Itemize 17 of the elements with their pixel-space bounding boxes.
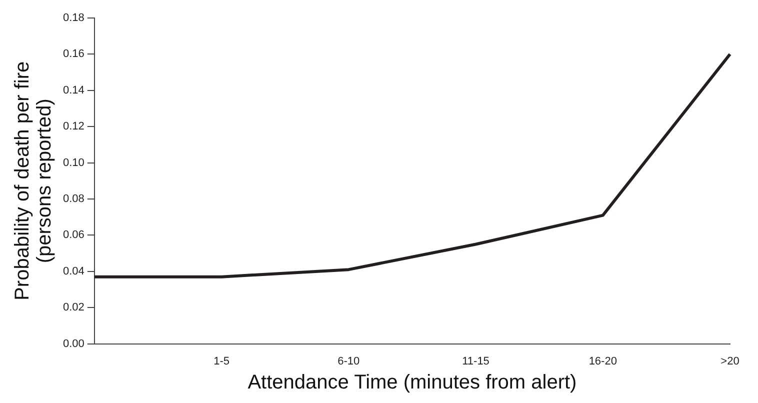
y-axis-title: Probability of death per fire (persons reported) <box>12 61 56 300</box>
x-axis-title: Attendance Time (minutes from alert) <box>248 372 577 394</box>
y-tick-label: 0.18 <box>62 12 84 24</box>
x-tick-label: 11-15 <box>462 355 490 368</box>
y-tick-label: 0.02 <box>62 302 84 314</box>
y-tick-label: 0.10 <box>62 156 84 169</box>
y-tick-label: 0.08 <box>62 193 84 206</box>
y-tick-label: 0.14 <box>62 84 84 96</box>
y-tick-label: 0.04 <box>62 265 84 278</box>
y-tick-label: 0.06 <box>62 229 84 242</box>
x-tick-label: 6-10 <box>338 355 360 368</box>
y-tick-label: 0.00 <box>62 338 84 350</box>
x-tick-label: 16-20 <box>588 355 617 368</box>
y-tick-label: 0.12 <box>62 120 84 133</box>
x-tick-label: >20 <box>720 355 740 368</box>
x-tick-label: 1-5 <box>214 355 230 368</box>
y-tick-label: 0.16 <box>62 48 84 60</box>
